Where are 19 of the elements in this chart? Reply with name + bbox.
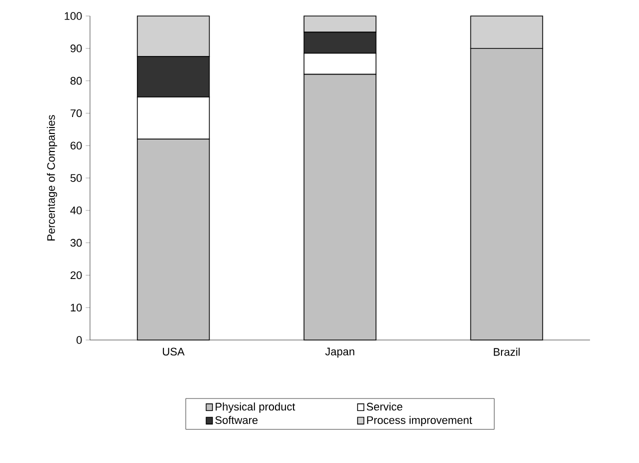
legend-label: Software [215,416,258,424]
y-tick-label: 100 [64,12,82,20]
x-tick-label: Japan [325,348,354,358]
y-tick-label: 20 [70,271,82,280]
x-tick-label: Brazil [494,348,520,356]
legend-label: Process improvement [367,416,472,426]
x-tick-label: USA [162,348,185,356]
y-tick-label: 80 [70,76,82,85]
y-tick-label: 10 [70,304,82,312]
y-tick-label: 40 [70,206,82,214]
legend-label: Physical product [216,402,296,413]
y-tick-label: 90 [70,44,82,52]
y-tick-label: 50 [70,174,82,182]
y-tick-label: 60 [70,142,82,150]
legend-label: Service [366,402,402,411]
y-tick-label: 30 [70,238,82,247]
y-tick-label: 0 [76,336,82,344]
y-axis-title: Percentage of Companies [46,115,58,240]
y-tick-label: 70 [70,109,82,118]
